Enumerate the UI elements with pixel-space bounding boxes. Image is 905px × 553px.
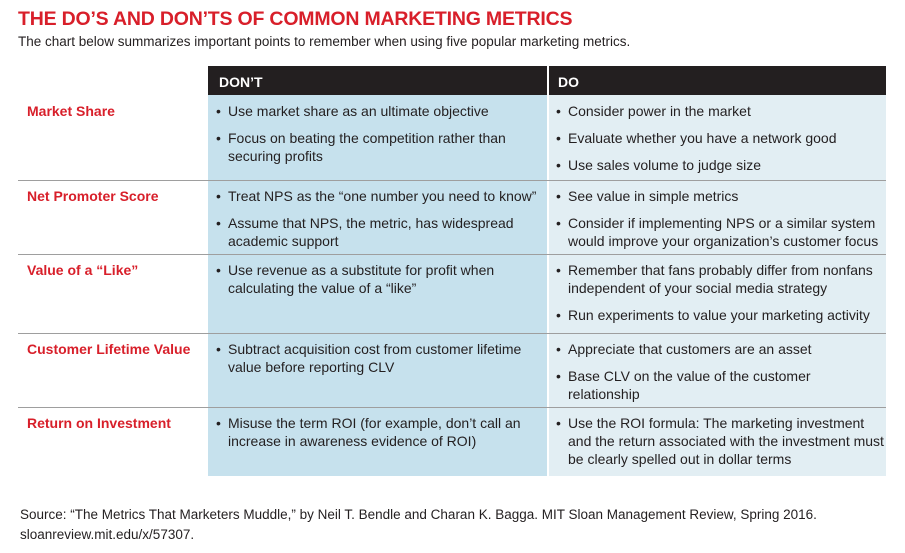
row-divider [18,254,886,255]
dont-bullet-item: • Misuse the term ROI (for example, don’t… [216,414,541,450]
dont-bullet-item: • Treat NPS as the “one number you need t… [216,187,541,205]
dont-cell: • Misuse the term ROI (for example, don’t… [216,414,541,459]
dont-bullet-text: Use revenue as a substitute for profit w… [228,262,495,296]
do-bullet-item: • Use sales volume to judge size [556,156,884,174]
column-divider [547,95,549,476]
dont-bullet-text: Subtract acquisition cost from customer … [228,341,522,375]
do-cell: • See value in simple metrics • Consider if… [556,187,884,259]
do-bullet-text: Use sales volume to judge size [568,157,761,173]
bullet-icon: • [556,157,561,173]
bullet-icon: • [556,130,561,146]
bullet-icon: • [556,415,561,431]
dont-bullet-item: • Focus on beating the competition rather… [216,129,541,165]
metric-name: Return on Investment [27,415,171,431]
bullet-icon: • [216,215,221,231]
do-bullet-text: Remember that fans probably differ from … [568,262,873,296]
source-citation: Source: “The Metrics That Marketers Mudd… [20,507,817,542]
bullet-icon: • [556,188,561,204]
row-divider [18,407,886,408]
table-row: Value of a “Like” • Use revenue as a subst… [18,254,886,333]
dont-cell: • Use market share as an ultimate objecti… [216,102,541,174]
do-bullet-item: • Consider if implementing NPS or a simil… [556,214,884,250]
do-bullet-item: • Consider power in the market [556,102,884,120]
dont-cell: • Subtract acquisition cost from customer… [216,340,541,385]
do-bullet-text: Consider if implementing NPS or a simila… [568,215,879,249]
table-row: Return on Investment • Misuse the term ROI… [18,407,886,476]
do-bullet-item: • Appreciate that customers are an asset [556,340,884,358]
dont-bullet-text: Assume that NPS, the metric, has widespr… [228,215,514,249]
do-bullet-text: Evaluate whether you have a network good [568,130,837,146]
do-cell: • Appreciate that customers are an asset •… [556,340,884,412]
do-bullet-text: Base CLV on the value of the customer re… [568,368,811,402]
page-title: THE DO’S AND DON’TS OF COMMON MARKETING … [18,8,573,30]
dont-bullet-item: • Subtract acquisition cost from customer… [216,340,541,376]
do-bullet-text: Use the ROI formula: The marketing inves… [568,415,884,467]
bullet-icon: • [556,307,561,323]
do-bullet-item: • See value in simple metrics [556,187,884,205]
bullet-icon: • [216,130,221,146]
bullet-icon: • [216,103,221,119]
dont-bullet-item: • Use revenue as a substitute for profit … [216,261,541,297]
do-bullet-text: Consider power in the market [568,103,751,119]
dont-bullet-text: Misuse the term ROI (for example, don’t … [228,415,521,449]
dont-bullet-text: Treat NPS as the “one number you need to… [228,188,537,204]
do-bullet-item: • Base CLV on the value of the customer r… [556,367,884,403]
do-bullet-text: Run experiments to value your marketing … [568,307,870,323]
bullet-icon: • [216,262,221,278]
metric-name: Market Share [27,103,115,119]
metrics-table: DON’T DO Market Share • Use market share a… [18,66,886,476]
dont-bullet-text: Use market share as an ultimate objectiv… [228,103,489,119]
bullet-icon: • [216,188,221,204]
table-row: Market Share • Use market share as an ulti… [18,95,886,180]
dont-column-header: DON’T [219,74,263,90]
dont-bullet-item: • Assume that NPS, the metric, has widesp… [216,214,541,250]
metric-name: Customer Lifetime Value [27,341,191,357]
bullet-icon: • [216,341,221,357]
row-divider [18,180,886,181]
do-bullet-item: • Remember that fans probably differ from… [556,261,884,297]
bullet-icon: • [556,341,561,357]
bullet-icon: • [556,103,561,119]
metric-name: Value of a “Like” [27,262,139,278]
do-cell: • Consider power in the market • Evaluate w… [556,102,884,183]
table-row: Customer Lifetime Value • Subtract acquisi… [18,333,886,407]
do-bullet-text: See value in simple metrics [568,188,739,204]
dont-bullet-text: Focus on beating the competition rather … [228,130,506,164]
do-bullet-item: • Use the ROI formula: The marketing inve… [556,414,884,468]
dont-cell: • Treat NPS as the “one number you need t… [216,187,541,259]
do-cell: • Remember that fans probably differ from… [556,261,884,333]
do-bullet-item: • Evaluate whether you have a network goo… [556,129,884,147]
metric-name: Net Promoter Score [27,188,159,204]
bullet-icon: • [556,215,561,231]
page-subtitle: The chart below summarizes important poi… [18,34,631,49]
do-bullet-text: Appreciate that customers are an asset [568,341,812,357]
header-divider [547,66,549,95]
table-header: DON’T DO [208,66,886,95]
bullet-icon: • [216,415,221,431]
row-divider [18,333,886,334]
do-bullet-item: • Run experiments to value your marketing… [556,306,884,324]
dont-bullet-item: • Use market share as an ultimate objecti… [216,102,541,120]
do-column-header: DO [558,74,579,90]
table-row: Net Promoter Score • Treat NPS as the “one… [18,180,886,254]
bullet-icon: • [556,368,561,384]
do-cell: • Use the ROI formula: The marketing inve… [556,414,884,477]
dont-cell: • Use revenue as a substitute for profit … [216,261,541,306]
bullet-icon: • [556,262,561,278]
